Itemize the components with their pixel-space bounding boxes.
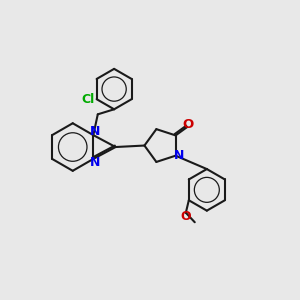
Text: O: O	[181, 210, 191, 223]
Text: N: N	[90, 125, 100, 138]
Text: N: N	[90, 156, 100, 169]
Text: Cl: Cl	[81, 93, 94, 106]
Text: N: N	[174, 149, 184, 162]
Text: O: O	[182, 118, 194, 130]
